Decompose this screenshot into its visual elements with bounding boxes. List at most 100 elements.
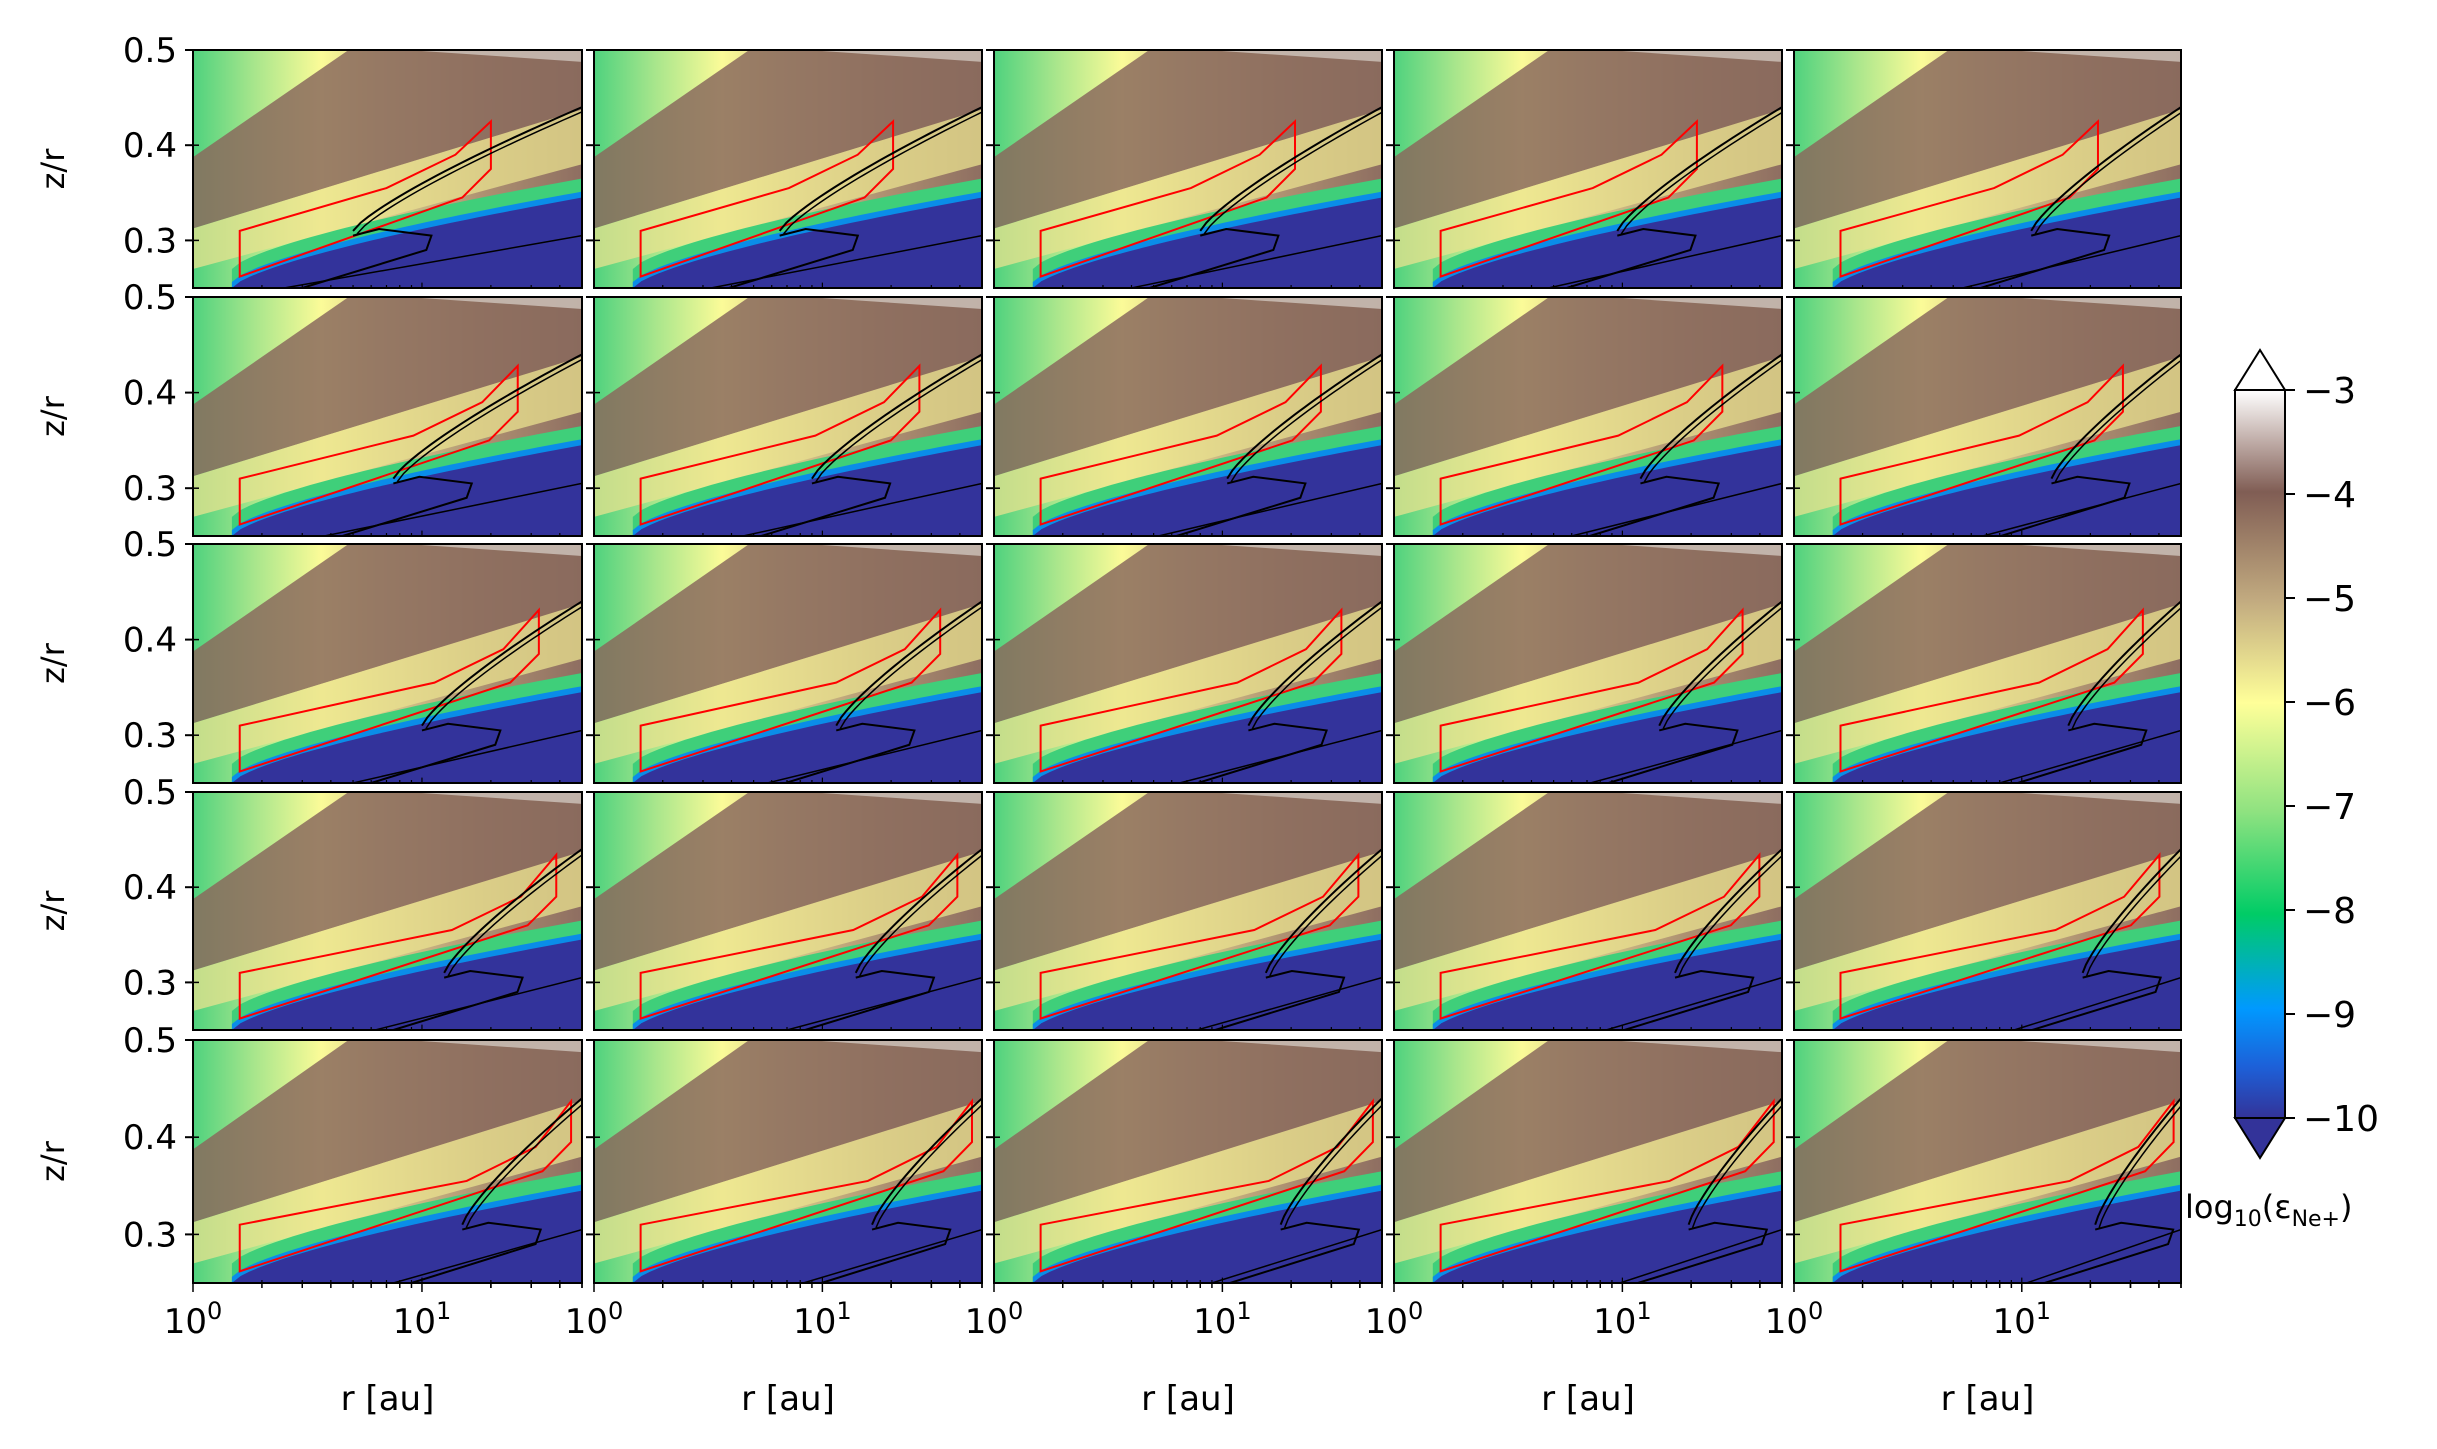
contour-upper-inner bbox=[2085, 855, 2181, 977]
y-tick-label: 0.3 bbox=[123, 469, 177, 509]
abundance-band bbox=[594, 50, 982, 229]
panel-r3-c3 bbox=[986, 543, 1383, 784]
colorbar-tick-label: −8 bbox=[2303, 891, 2356, 932]
abundance-yellow bbox=[1394, 851, 1782, 1011]
abundance-band bbox=[1394, 792, 1782, 971]
abundance-yellow bbox=[1794, 603, 2181, 764]
abundance-peak bbox=[1607, 792, 1782, 804]
contour-lower bbox=[2013, 976, 2181, 1030]
panel-frame bbox=[593, 543, 983, 784]
panel-image bbox=[994, 297, 1382, 536]
contour-upper bbox=[1687, 1097, 1782, 1226]
abundance-band bbox=[193, 1040, 582, 1223]
contour-lower bbox=[743, 482, 982, 536]
panel-image bbox=[1394, 544, 1782, 783]
abundance-depleted bbox=[231, 939, 582, 1030]
emission-region-box bbox=[1439, 119, 1698, 278]
panel-image bbox=[994, 1040, 1382, 1283]
x-tick-exponent: 1 bbox=[1236, 1297, 1251, 1325]
abundance-depleted bbox=[632, 939, 982, 1030]
contour-upper-inner bbox=[2034, 111, 2181, 235]
contour-lower bbox=[1196, 976, 1382, 1030]
x-tick-exponent: 1 bbox=[836, 1297, 851, 1325]
abundance-peak bbox=[406, 1040, 582, 1053]
panel-frame bbox=[1793, 791, 2182, 1031]
abundance-depleted bbox=[231, 1190, 582, 1283]
contour-lobe bbox=[2000, 475, 2131, 536]
contour-upper-inner bbox=[859, 854, 982, 977]
panel-frame bbox=[1793, 1039, 2182, 1284]
contour-lower bbox=[2026, 1228, 2181, 1283]
abundance-yellow bbox=[1794, 851, 2181, 1011]
contour-lower bbox=[1999, 729, 2181, 783]
abundance-depleted bbox=[231, 445, 582, 536]
abundance-depleted bbox=[1032, 939, 1382, 1030]
abundance-yellow bbox=[594, 356, 982, 517]
colorbar-tick-label: −4 bbox=[2303, 475, 2356, 516]
abundance-band bbox=[594, 297, 982, 477]
contour-upper-inner bbox=[396, 358, 582, 483]
contour-lobe bbox=[821, 1221, 952, 1283]
abundance-peak bbox=[1607, 50, 1782, 62]
contour-lobe bbox=[342, 475, 474, 536]
y-axis-label: z/r bbox=[34, 148, 72, 190]
contour-upper bbox=[854, 848, 982, 974]
abundance-band bbox=[994, 544, 1382, 724]
emission-region-box bbox=[1039, 119, 1297, 278]
panel-r4-c5 bbox=[1786, 791, 2182, 1031]
panel-frame bbox=[1393, 791, 1783, 1031]
panel-frame bbox=[1793, 49, 2182, 289]
x-tick-label: 101 bbox=[1593, 1297, 1652, 1342]
panel-image bbox=[193, 50, 582, 288]
y-tick-label: 0.5 bbox=[123, 525, 177, 565]
panel-image bbox=[1794, 1040, 2181, 1283]
contour-upper-inner bbox=[1251, 606, 1382, 729]
contour-lobe bbox=[301, 227, 433, 288]
contour-lobe bbox=[2031, 969, 2162, 1030]
y-axis-label: z/r bbox=[34, 395, 72, 437]
abundance-band bbox=[994, 50, 1382, 229]
abundance-band bbox=[594, 792, 982, 971]
contour-upper bbox=[2081, 848, 2181, 974]
colorbar-tick-label: −7 bbox=[2303, 787, 2356, 828]
y-axis-label: z/r bbox=[34, 642, 72, 684]
panel-r2-c1 bbox=[185, 296, 583, 537]
emission-region-box bbox=[1439, 852, 1761, 1020]
abundance-depleted bbox=[1032, 197, 1382, 288]
panel-image bbox=[193, 544, 582, 783]
y-tick-label: 0.4 bbox=[123, 126, 177, 166]
abundance-band bbox=[1794, 297, 2181, 477]
colorbar-label-species: Ne+ bbox=[2292, 1207, 2340, 1232]
contour-lower bbox=[1548, 234, 1782, 288]
y-tick-label: 0.4 bbox=[123, 621, 177, 661]
abundance-depleted bbox=[1432, 692, 1782, 783]
panel-frame bbox=[993, 543, 1383, 784]
contour-upper-inner bbox=[839, 606, 982, 730]
emission-region-box bbox=[639, 119, 895, 278]
abundance-peak bbox=[807, 1040, 982, 1053]
abundance-band bbox=[1394, 297, 1782, 477]
emission-region-box bbox=[238, 119, 492, 278]
panel-r2-c5 bbox=[1786, 296, 2182, 537]
contour-lobe bbox=[1214, 969, 1346, 1030]
panel-r5-c2 bbox=[586, 1039, 983, 1292]
contour-lower bbox=[1619, 1228, 1782, 1283]
abundance-band bbox=[1394, 544, 1782, 724]
contour-lower bbox=[1179, 729, 1382, 783]
x-tick-exponent: 0 bbox=[608, 1297, 623, 1325]
contour-upper bbox=[1199, 106, 1382, 232]
panel-r4-c1 bbox=[185, 791, 583, 1031]
abundance-peak bbox=[807, 297, 982, 309]
contour-upper bbox=[352, 106, 582, 232]
abundance-peak bbox=[2006, 50, 2181, 62]
contour-upper-inner bbox=[783, 111, 982, 235]
colorbar-label-log: log bbox=[2185, 1188, 2234, 1226]
contour-upper-inner bbox=[2054, 359, 2181, 482]
panel-image bbox=[1794, 50, 2181, 288]
y-tick-label: 0.3 bbox=[123, 221, 177, 261]
abundance-band bbox=[1794, 544, 2181, 724]
abundance-yellow bbox=[594, 603, 982, 764]
emission-region-box bbox=[639, 1098, 973, 1273]
y-tick-label: 0.4 bbox=[123, 868, 177, 908]
abundance-peak bbox=[1207, 544, 1382, 556]
